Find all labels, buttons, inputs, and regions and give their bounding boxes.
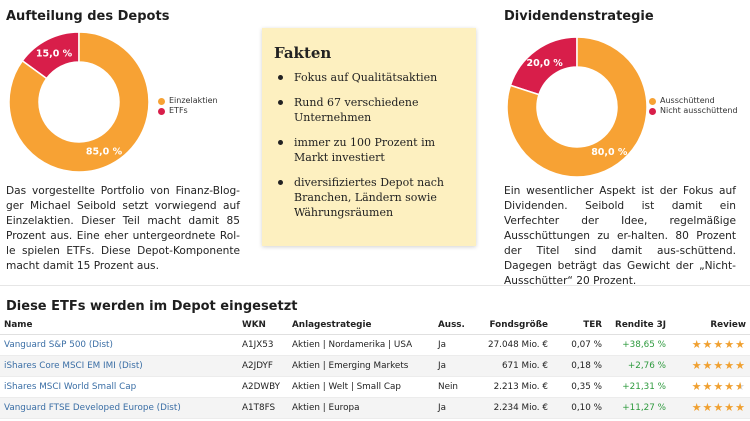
return-cell: +38,65 % (606, 334, 670, 356)
col-header-strategy[interactable]: Anlagestrategie (288, 317, 434, 335)
review-cell: ★★★★★ (670, 355, 750, 377)
etf-name-link[interactable]: Vanguard S&P 500 (Dist) (4, 339, 113, 350)
legend-item-nicht-ausschuettend[interactable]: Nicht ausschüttend (649, 106, 738, 116)
etf-table-header-row: Name WKN Anlagestrategie Auss. Fondsgröß… (0, 317, 750, 335)
ter-cell: 0,35 % (552, 376, 606, 398)
pie-slice-label: 15,0 % (36, 48, 73, 59)
wkn-cell: A2DWBY (238, 376, 288, 398)
legend-dot-icon (649, 97, 656, 105)
pie-slice-label: 20,0 % (527, 58, 564, 69)
legend-item-ausschuettend[interactable]: Ausschüttend (649, 96, 738, 106)
legend-dot-icon (158, 107, 165, 115)
bullet-icon (278, 75, 283, 80)
pie-slice-label: 85,0 % (86, 147, 123, 158)
star-rating-icon[interactable]: ★★★★★★ (691, 380, 746, 393)
bullet-icon (278, 100, 283, 105)
auss-cell: Ja (434, 397, 480, 419)
table-row: iShares MSCI World Small Cap A2DWBY Aktien… (0, 376, 750, 398)
etf-name-link[interactable]: iShares MSCI World Small Cap (4, 381, 137, 392)
ter-cell: 0,07 % (552, 334, 606, 356)
star-rating-icon[interactable]: ★★★★★ (691, 338, 746, 351)
fund-size-cell: 27.048 Mio. € (480, 334, 552, 356)
legend-dot-icon (649, 107, 656, 115)
facts-list: Fokus auf Qualitätsaktien Rund 67 versch… (274, 70, 466, 220)
etf-name-cell: Vanguard FTSE Developed Europe (Dist) (0, 397, 238, 419)
return-cell: +11,27 % (606, 397, 670, 419)
depot-allocation-donut-chart: 15,0 % 85,0 % (8, 31, 150, 173)
depot-allocation-legend: Einzelaktien ETFs (158, 96, 218, 116)
facts-item: Rund 67 verschiedene Unternehmen (274, 95, 466, 125)
etf-name-cell: iShares MSCI World Small Cap (0, 376, 238, 398)
fund-size-cell: 2.234 Mio. € (480, 397, 552, 419)
facts-item: Fokus auf Qualitätsaktien (274, 70, 466, 85)
review-cell: ★★★★★ (670, 334, 750, 356)
depot-allocation-title: Aufteilung des Depots (6, 9, 170, 24)
pie-slice-aussch-ttend[interactable] (506, 36, 648, 178)
strategy-cell: Aktien | Welt | Small Cap (288, 376, 434, 398)
col-header-name[interactable]: Name (0, 317, 238, 335)
strategy-cell: Aktien | Nordamerika | USA (288, 334, 434, 356)
wkn-cell: A1JX53 (238, 334, 288, 356)
etf-name-cell: iShares Core MSCI EM IMI (Dist) (0, 355, 238, 377)
depot-allocation-text: Das vorgestellte Portfolio von Finanz-Bl… (6, 185, 240, 272)
pie-slice-label: 80,0 % (591, 147, 628, 158)
col-header-wkn[interactable]: WKN (238, 317, 288, 335)
review-cell: ★★★★★★ (670, 376, 750, 398)
fund-size-cell: 2.213 Mio. € (480, 376, 552, 398)
facts-item: diversifiziertes Depot nach Branchen, Lä… (274, 175, 466, 220)
strategy-cell: Aktien | Europa (288, 397, 434, 419)
etf-name-cell: Vanguard S&P 500 (Dist) (0, 334, 238, 356)
table-row: iShares Core MSCI EM IMI (Dist) A2JDYF Akt… (0, 355, 750, 377)
auss-cell: Nein (434, 376, 480, 398)
etf-table: Name WKN Anlagestrategie Auss. Fondsgröß… (0, 317, 750, 419)
facts-title: Fakten (274, 44, 332, 62)
col-header-fund-size[interactable]: Fondsgröße (480, 317, 552, 335)
pie-slice-einzelaktien[interactable] (8, 31, 150, 173)
review-cell: ★★★★★ (670, 397, 750, 419)
etf-name-link[interactable]: Vanguard FTSE Developed Europe (Dist) (4, 402, 181, 413)
col-header-ter[interactable]: TER (552, 317, 606, 335)
col-header-review[interactable]: Review (670, 317, 750, 335)
auss-cell: Ja (434, 355, 480, 377)
col-header-auss[interactable]: Auss. (434, 317, 480, 335)
wkn-cell: A2JDYF (238, 355, 288, 377)
table-row: Vanguard FTSE Developed Europe (Dist) A1T… (0, 397, 750, 419)
bullet-icon (278, 140, 283, 145)
ter-cell: 0,10 % (552, 397, 606, 419)
etf-table-title: Diese ETFs werden im Depot eingesetzt (6, 299, 298, 314)
star-rating-icon[interactable]: ★★★★★ (691, 359, 746, 372)
table-row: Vanguard S&P 500 (Dist) A1JX53 Aktien | No… (0, 334, 750, 356)
return-cell: +21,31 % (606, 376, 670, 398)
section-divider (0, 285, 750, 286)
col-header-return[interactable]: Rendite 3J (606, 317, 670, 335)
dividend-strategy-legend: Ausschüttend Nicht ausschüttend (649, 96, 738, 116)
star-rating-icon[interactable]: ★★★★★ (691, 401, 746, 414)
dividend-strategy-title: Dividendenstrategie (504, 9, 654, 24)
facts-box: Fakten Fokus auf Qualitätsaktien Rund 67… (262, 28, 476, 246)
strategy-cell: Aktien | Emerging Markets (288, 355, 434, 377)
legend-item-einzelaktien[interactable]: Einzelaktien (158, 96, 218, 106)
return-cell: +2,76 % (606, 355, 670, 377)
ter-cell: 0,18 % (552, 355, 606, 377)
dividend-strategy-text: Ein wesentlicher Aspekt ist der Fokus au… (504, 185, 736, 287)
dividend-strategy-donut-chart: 20,0 % 80,0 % (506, 36, 648, 178)
legend-dot-icon (158, 97, 165, 105)
facts-item: immer zu 100 Prozent im Markt investiert (274, 135, 466, 165)
etf-name-link[interactable]: iShares Core MSCI EM IMI (Dist) (4, 360, 143, 371)
auss-cell: Ja (434, 334, 480, 356)
legend-item-etfs[interactable]: ETFs (158, 106, 218, 116)
wkn-cell: A1T8FS (238, 397, 288, 419)
fund-size-cell: 671 Mio. € (480, 355, 552, 377)
bullet-icon (278, 180, 283, 185)
